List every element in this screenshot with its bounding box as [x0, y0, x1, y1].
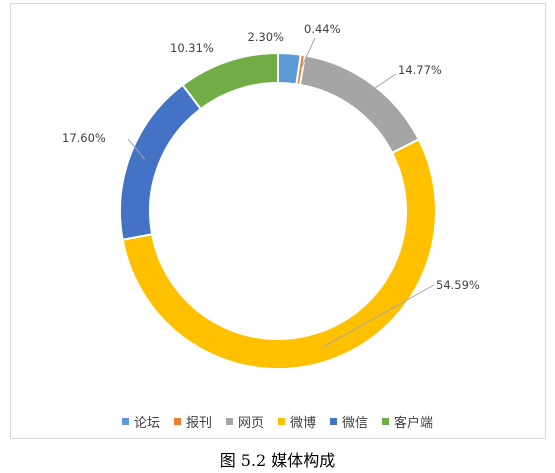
slice-4 — [121, 137, 437, 370]
legend-swatch — [121, 418, 129, 425]
data-label-6: 10.31% — [170, 41, 214, 55]
leader-lines — [127, 37, 435, 347]
legend-item-3: 网页 — [225, 412, 264, 431]
data-label-1: 2.30% — [247, 30, 284, 44]
slice-5 — [119, 83, 203, 241]
data-label-4: 54.59% — [436, 278, 480, 292]
leader-line-5 — [127, 138, 146, 160]
legend-item-2: 报刊 — [173, 412, 212, 431]
legend-swatch — [330, 418, 338, 425]
legend-item-5: 微信 — [330, 412, 368, 431]
data-labels: 2.30% 0.44% 14.77% 54.59% 17.60% 10.31% — [62, 22, 480, 292]
legend-swatch — [173, 418, 181, 425]
data-label-5: 17.60% — [62, 131, 106, 145]
legend-swatch — [225, 418, 233, 425]
legend-item-1: 论坛 — [121, 412, 160, 431]
data-label-3: 14.77% — [398, 63, 442, 77]
legend-swatch — [382, 418, 390, 425]
donut-chart: 2.30% 0.44% 14.77% 54.59% 17.60% 10.31% — [62, 22, 480, 370]
legend-label: 客户端 — [394, 416, 434, 431]
leader-line-3 — [362, 73, 397, 97]
data-label-2: 0.44% — [304, 22, 341, 36]
legend-swatch — [278, 418, 285, 425]
legend-label: 网页 — [237, 416, 264, 431]
slice-6 — [181, 51, 279, 111]
legend-item-6: 客户端 — [382, 412, 433, 431]
legend-label: 微信 — [342, 416, 369, 431]
legend: 论坛 报刊 网页 微博 微信 客户端 — [0, 412, 555, 431]
figure-caption: 图 5.2 媒体构成 — [219, 451, 336, 470]
legend-label: 论坛 — [133, 416, 160, 431]
legend-label: 报刊 — [185, 416, 212, 431]
leader-line-2 — [300, 37, 316, 70]
legend-label: 微博 — [290, 416, 317, 431]
leader-line-4 — [323, 284, 435, 347]
donut-slices — [119, 51, 437, 370]
legend-item-4: 微博 — [278, 412, 316, 431]
